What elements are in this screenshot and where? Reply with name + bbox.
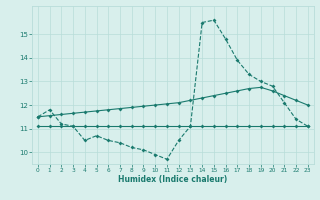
X-axis label: Humidex (Indice chaleur): Humidex (Indice chaleur) <box>118 175 228 184</box>
